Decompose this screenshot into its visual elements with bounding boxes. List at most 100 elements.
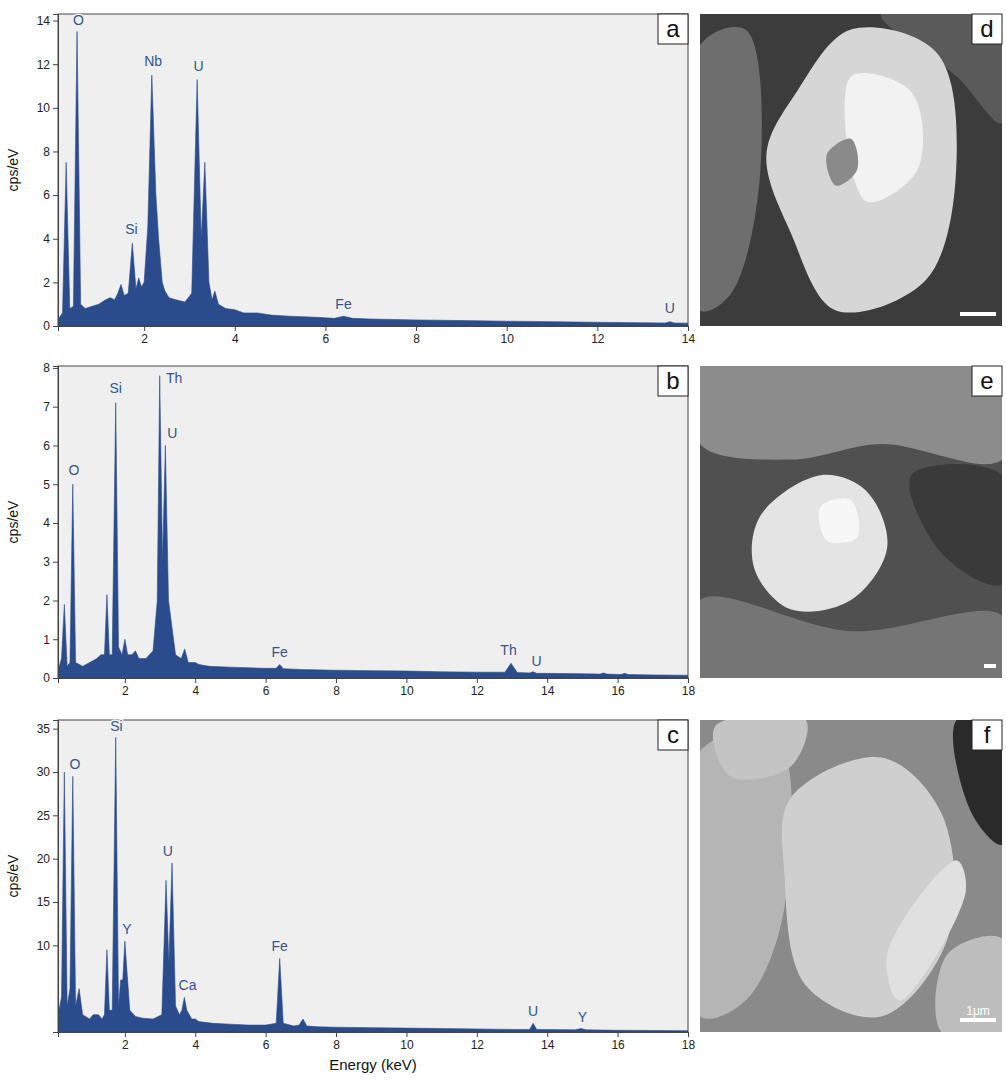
peak-label: Fe	[335, 296, 352, 312]
x-tick-label: 14	[541, 1038, 555, 1052]
y-tick-label: 8	[43, 145, 50, 159]
plot-background	[58, 366, 688, 678]
x-axis-line	[59, 679, 689, 684]
y-tick-label: 25	[37, 809, 51, 823]
x-tick: 2	[122, 678, 129, 698]
x-tick-mark	[336, 678, 337, 683]
x-tick-mark	[688, 1032, 689, 1037]
plot-background	[58, 14, 688, 326]
x-tick-mark	[144, 326, 145, 331]
y-tick: 35	[37, 722, 58, 736]
x-tick: 10	[400, 678, 414, 698]
y-tick: 2	[43, 276, 58, 290]
y-tick: 20	[37, 852, 58, 866]
x-axis: 24681012141618	[59, 1032, 696, 1052]
x-tick-label: 18	[682, 684, 696, 698]
y-tick-label: 3	[43, 555, 50, 569]
marks	[58, 376, 688, 678]
x-tick-mark	[618, 1032, 619, 1037]
y-tick-mark	[53, 562, 58, 563]
x-tick-mark	[325, 326, 326, 331]
plot-background	[58, 720, 688, 1032]
spectrum-panel: 246810121402468101214cps/eVONbUSiFeUa	[5, 12, 695, 346]
y-tick-label: 35	[37, 722, 51, 736]
spectrum-area	[58, 376, 688, 678]
panel-letter: e	[980, 367, 993, 394]
panel-letter-box: a	[658, 14, 688, 44]
micrograph-panel: d	[683, 2, 1006, 326]
y-tick-mark	[53, 64, 58, 65]
peak-label: Ca	[179, 977, 197, 993]
plot-frame	[58, 14, 688, 326]
scale-bar	[960, 312, 996, 316]
x-tick: 12	[471, 1032, 485, 1052]
x-tick: 14	[541, 1032, 555, 1052]
micrograph	[700, 720, 1002, 1032]
x-tick-label: 4	[232, 332, 239, 346]
y-tick-label: 6	[43, 188, 50, 202]
x-tick-label: 6	[263, 684, 270, 698]
spectrum-panel: 24681012141618101520253035cps/eVEnergy (…	[5, 718, 695, 1073]
micrograph-feature	[845, 73, 923, 202]
y-tick-mark	[53, 108, 58, 109]
scale-bar-label: 1μm	[966, 1004, 990, 1018]
panel-letter-frame	[658, 14, 688, 44]
y-tick-label: 20	[37, 852, 51, 866]
y-axis-title: cps/eV	[5, 500, 21, 543]
x-tick-mark	[195, 678, 196, 683]
y-tick-label: 8	[43, 361, 50, 375]
x-tick: 14	[682, 326, 696, 346]
y-tick: 10	[37, 939, 58, 953]
y-tick-mark	[53, 772, 58, 773]
x-axis: 24681012141618	[59, 678, 696, 698]
x-tick-mark	[266, 1032, 267, 1037]
y-tick-mark	[53, 151, 58, 152]
y-tick-mark	[53, 600, 58, 601]
y-tick: 30	[37, 765, 58, 779]
x-tick-label: 2	[122, 1038, 129, 1052]
panel-letter-frame	[972, 366, 1002, 396]
y-tick: 12	[37, 58, 58, 72]
micrograph-feature	[935, 936, 1002, 1032]
x-tick-mark	[547, 678, 548, 683]
peak-label: U	[163, 843, 173, 859]
x-tick: 14	[541, 678, 555, 698]
x-tick-label: 8	[333, 1038, 340, 1052]
spectrum-area	[58, 737, 688, 1032]
x-tick: 12	[591, 326, 605, 346]
x-tick-label: 12	[471, 684, 485, 698]
y-tick-mark	[53, 523, 58, 524]
y-tick-label: 0	[43, 319, 50, 333]
y-tick: 5	[43, 478, 58, 492]
peak-label: Si	[109, 380, 121, 396]
y-tick: 0	[43, 671, 58, 685]
panel-letter: a	[666, 15, 680, 42]
x-tick-label: 6	[323, 332, 330, 346]
x-tick-mark	[406, 1032, 407, 1037]
x-tick-label: 12	[471, 1038, 485, 1052]
x-tick: 16	[611, 678, 625, 698]
micrograph	[700, 366, 1002, 678]
x-tick-mark	[195, 1032, 196, 1037]
micrograph-feature	[909, 464, 1002, 586]
panel-letter-box: b	[658, 366, 688, 396]
x-tick: 8	[333, 678, 340, 698]
y-tick-mark	[53, 815, 58, 816]
peak-label: Nb	[144, 53, 162, 69]
y-axis-title: cps/eV	[5, 854, 21, 897]
x-tick: 2	[141, 326, 148, 346]
x-tick-mark	[688, 326, 689, 331]
x-tick-mark	[597, 326, 598, 331]
y-tick: 8	[43, 145, 58, 159]
peak-label: O	[69, 756, 80, 772]
x-tick: 18	[682, 678, 696, 698]
x-tick: 6	[263, 678, 270, 698]
y-tick-label: 4	[43, 516, 50, 530]
y-axis: 012345678	[43, 361, 58, 685]
y-tick: 6	[43, 439, 58, 453]
x-tick-label: 14	[682, 332, 696, 346]
y-tick-mark	[53, 484, 58, 485]
y-tick-label: 14	[37, 14, 51, 28]
y-tick-label: 30	[37, 765, 51, 779]
x-tick: 10	[400, 1032, 414, 1052]
